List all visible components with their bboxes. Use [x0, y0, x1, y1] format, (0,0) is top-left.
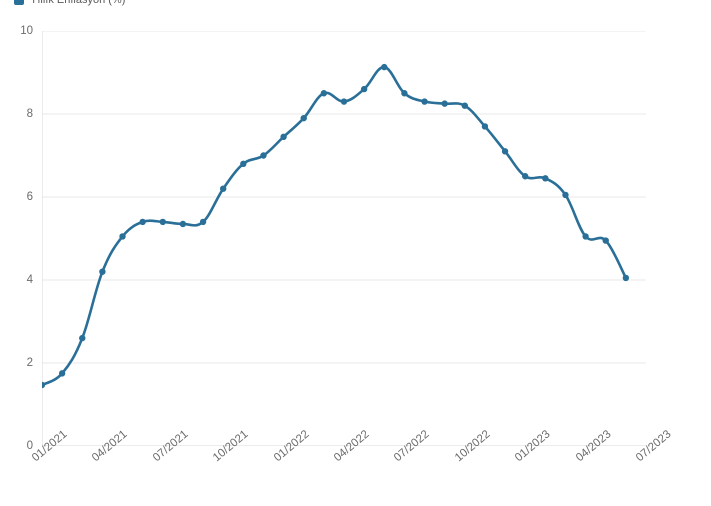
x-axis-tick-label: 07/2022: [392, 428, 432, 465]
data-point[interactable]: [119, 233, 126, 240]
data-point[interactable]: [582, 233, 589, 240]
gridlines: [42, 31, 646, 446]
data-point[interactable]: [441, 100, 448, 107]
data-point[interactable]: [320, 90, 328, 97]
x-axis-tick-label: 07/2021: [150, 428, 191, 465]
data-point[interactable]: [159, 218, 166, 226]
data-point[interactable]: [280, 133, 287, 141]
x-axis-tick-label: 04/2023: [573, 428, 614, 465]
data-point[interactable]: [79, 334, 86, 342]
plot-area: [42, 31, 646, 446]
data-point[interactable]: [381, 63, 388, 71]
data-point[interactable]: [99, 268, 106, 275]
legend-item-label: Yıllık Enflasyon (%): [30, 0, 126, 6]
data-point[interactable]: [139, 218, 146, 226]
data-point[interactable]: [240, 160, 247, 167]
data-point[interactable]: [401, 90, 408, 97]
data-point[interactable]: [42, 381, 46, 389]
x-axis-tick-label: 04/2022: [332, 428, 372, 465]
y-axis-tick-label: 6: [26, 191, 33, 203]
y-axis-tick-label: 10: [20, 25, 33, 37]
data-point[interactable]: [340, 98, 348, 105]
plot-svg: [42, 31, 646, 446]
x-axis-tick-label: 07/2023: [634, 428, 674, 465]
legend-swatch-icon: [14, 0, 24, 5]
x-axis-tick-label: 01/2023: [513, 428, 553, 465]
x-axis-tick-label: 04/2021: [90, 428, 130, 465]
data-point[interactable]: [481, 123, 489, 130]
data-point[interactable]: [522, 173, 529, 180]
y-axis-tick-label: 8: [26, 108, 33, 120]
x-axis-tick-label: 10/2022: [452, 428, 493, 465]
data-point[interactable]: [199, 218, 207, 226]
data-point[interactable]: [542, 175, 549, 182]
chart-legend[interactable]: Yıllık Enflasyon (%): [0, 0, 125, 9]
series-markers: [42, 63, 630, 389]
data-point[interactable]: [602, 237, 609, 244]
data-point[interactable]: [300, 114, 307, 122]
y-axis-tick-label: 2: [26, 357, 33, 369]
data-point[interactable]: [220, 185, 227, 192]
data-point[interactable]: [260, 152, 267, 159]
x-axis-tick-label: 01/2022: [271, 428, 312, 465]
x-axis-tick-label: 01/2021: [30, 428, 70, 465]
y-axis-tick-label: 0: [26, 440, 33, 452]
data-point[interactable]: [58, 370, 66, 377]
data-point[interactable]: [179, 220, 187, 228]
y-axis: 0 2 4 6 8 10: [0, 0, 33, 506]
y-axis-tick-label: 4: [26, 274, 33, 286]
data-point[interactable]: [461, 102, 468, 109]
x-axis-tick-label: 10/2021: [211, 428, 251, 465]
data-point[interactable]: [501, 148, 509, 155]
data-point[interactable]: [421, 98, 428, 105]
data-point[interactable]: [562, 191, 569, 199]
data-point[interactable]: [622, 274, 630, 282]
data-point[interactable]: [360, 85, 368, 93]
